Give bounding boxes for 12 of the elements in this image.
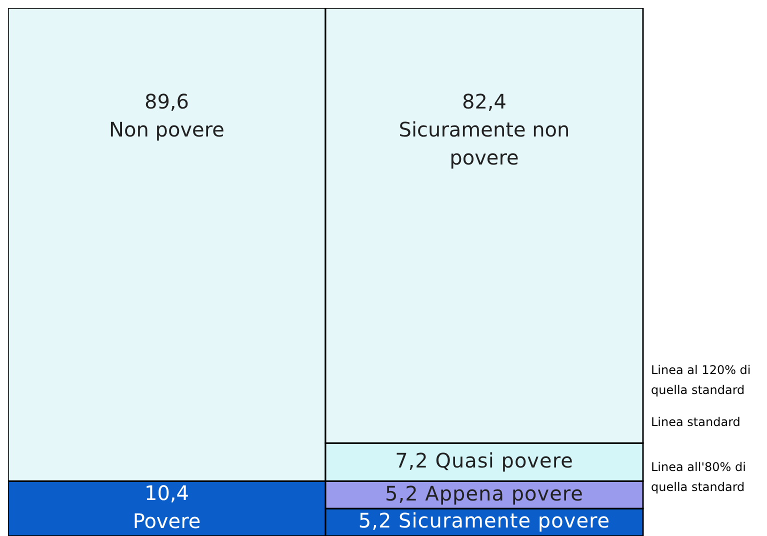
series-label: Non povere bbox=[109, 117, 224, 142]
text: 5,2 Sicuramente povere bbox=[358, 508, 610, 533]
series-label: Povere bbox=[132, 509, 201, 534]
text: Linea standard bbox=[651, 415, 740, 429]
data-label: 10,4 bbox=[144, 481, 190, 506]
text: 5,2 Appena povere bbox=[385, 481, 584, 506]
series-label: Sicuramente non povere bbox=[398, 117, 570, 170]
text: Linea al 120% di quella standard bbox=[651, 363, 751, 397]
text: 7,2 Quasi povere bbox=[395, 448, 574, 473]
data-label: 89,6 bbox=[144, 89, 190, 114]
text: Linea all'80% di quella standard bbox=[651, 460, 746, 494]
data-label: 82,4 bbox=[462, 89, 507, 114]
